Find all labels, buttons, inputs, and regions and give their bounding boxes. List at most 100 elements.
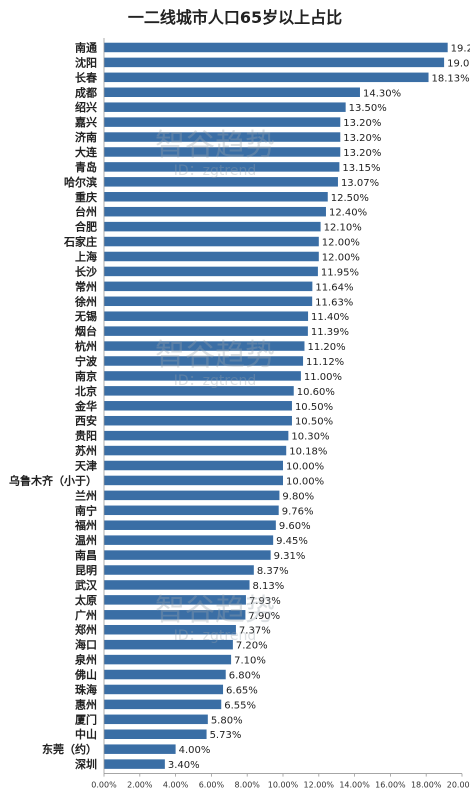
category-label: 徐州 <box>74 294 97 308</box>
category-label: 武汉 <box>75 578 98 592</box>
x-tick-label: 18.00% <box>411 781 442 790</box>
chart-title: 一二线城市人口65岁以上占比 <box>127 8 343 27</box>
value-label: 18.13% <box>432 73 470 84</box>
category-label: 常州 <box>75 279 97 293</box>
value-label: 9.80% <box>282 491 314 502</box>
value-label: 7.37% <box>239 626 271 637</box>
value-label: 4.00% <box>179 745 211 756</box>
x-tick-label: 10.00% <box>268 781 299 790</box>
bar <box>104 42 448 53</box>
bar <box>104 132 341 142</box>
x-axis: 0.00% 2.00% 4.00% 6.00% 8.00% 10.00% 12.00% 14.… <box>91 38 470 790</box>
value-labels: 19.20% 19.00% 18.13% 14.30% 13.50% 13.20% 13.2… <box>168 43 470 771</box>
value-label: 19.00% <box>447 58 470 69</box>
category-label: 烟台 <box>75 324 97 338</box>
category-label: 大连 <box>75 145 98 159</box>
bar <box>104 177 338 187</box>
bar <box>104 505 279 516</box>
bar <box>104 386 294 396</box>
value-label: 10.00% <box>286 476 324 487</box>
value-label: 13.15% <box>342 163 380 174</box>
value-label: 12.50% <box>331 193 369 204</box>
bar <box>104 639 233 650</box>
bar <box>104 162 340 172</box>
category-label: 昆明 <box>75 564 97 577</box>
bar <box>104 595 246 605</box>
bar <box>104 326 308 336</box>
category-label: 泉州 <box>74 653 97 667</box>
x-tick-label: 12.00% <box>304 781 335 790</box>
category-label: 海口 <box>75 638 97 652</box>
value-label: 13.20% <box>343 133 381 144</box>
bars-layer <box>104 42 448 769</box>
category-label: 厦门 <box>75 712 97 726</box>
category-label: 无锡 <box>74 309 97 323</box>
category-label: 青岛 <box>75 160 97 174</box>
bar <box>104 475 283 486</box>
bar <box>104 57 445 68</box>
x-tick-label: 6.00% <box>199 781 225 790</box>
value-label: 7.90% <box>248 611 280 622</box>
bar <box>104 624 236 635</box>
x-tick-label: 14.00% <box>339 781 370 790</box>
category-label: 苏州 <box>75 444 97 458</box>
bar <box>104 654 232 665</box>
value-label: 6.65% <box>226 685 258 696</box>
category-label: 合肥 <box>75 220 97 234</box>
category-label: 成都 <box>75 85 97 99</box>
bar <box>104 281 313 292</box>
watermark-id: ID：zgtrend <box>174 373 256 389</box>
category-label: 东莞（约） <box>42 742 97 756</box>
category-label: 郑州 <box>75 623 97 637</box>
value-label: 13.20% <box>343 148 381 159</box>
value-label: 7.10% <box>234 656 266 667</box>
bar <box>104 744 176 754</box>
bar <box>104 565 254 575</box>
bar <box>104 266 318 277</box>
x-tick-label: 2.00% <box>127 781 153 790</box>
value-label: 13.50% <box>349 103 387 114</box>
category-labels: 南通沈阳长春成都绍兴嘉兴济南大连青岛哈尔滨重庆台州合肥石家庄上海长沙常州徐州无锡… <box>9 40 98 771</box>
value-label: 9.60% <box>279 521 311 532</box>
bar <box>104 669 226 680</box>
bar <box>104 535 274 545</box>
x-tick-label: 8.00% <box>234 781 260 790</box>
bar <box>104 401 292 411</box>
value-label: 8.13% <box>253 581 285 592</box>
category-label: 金华 <box>74 399 97 413</box>
bar <box>104 117 341 127</box>
value-label: 11.95% <box>321 267 359 278</box>
value-label: 13.07% <box>341 178 379 189</box>
bar <box>104 550 271 560</box>
category-label: 济南 <box>75 130 97 144</box>
value-label: 10.50% <box>295 417 333 428</box>
category-label: 南通 <box>75 40 97 54</box>
watermark-text: 智谷趋势 <box>155 338 275 373</box>
value-label: 14.30% <box>363 88 401 99</box>
value-label: 11.39% <box>311 327 349 338</box>
value-label: 19.20% <box>451 43 470 54</box>
watermark-text: 智谷趋势 <box>155 593 275 628</box>
value-label: 12.40% <box>329 208 367 219</box>
category-label: 惠州 <box>75 697 97 711</box>
category-label: 深圳 <box>75 757 97 771</box>
watermark-text: 智谷趋势 <box>155 128 275 163</box>
bar <box>104 520 276 530</box>
category-label: 石家庄 <box>63 235 97 249</box>
category-label: 北京 <box>75 384 97 398</box>
bar <box>104 445 287 456</box>
category-label: 南昌 <box>75 548 97 562</box>
bar <box>104 371 301 381</box>
x-tick-label: 16.00% <box>375 781 406 790</box>
value-label: 6.55% <box>224 700 256 711</box>
value-label: 9.45% <box>276 536 308 547</box>
value-label: 10.30% <box>291 432 329 443</box>
value-label: 13.20% <box>343 118 381 129</box>
bar <box>104 699 222 710</box>
bar <box>104 714 208 725</box>
bar <box>104 684 224 695</box>
bar <box>104 580 250 590</box>
value-label: 10.60% <box>297 387 335 398</box>
category-label: 兰州 <box>75 488 97 502</box>
